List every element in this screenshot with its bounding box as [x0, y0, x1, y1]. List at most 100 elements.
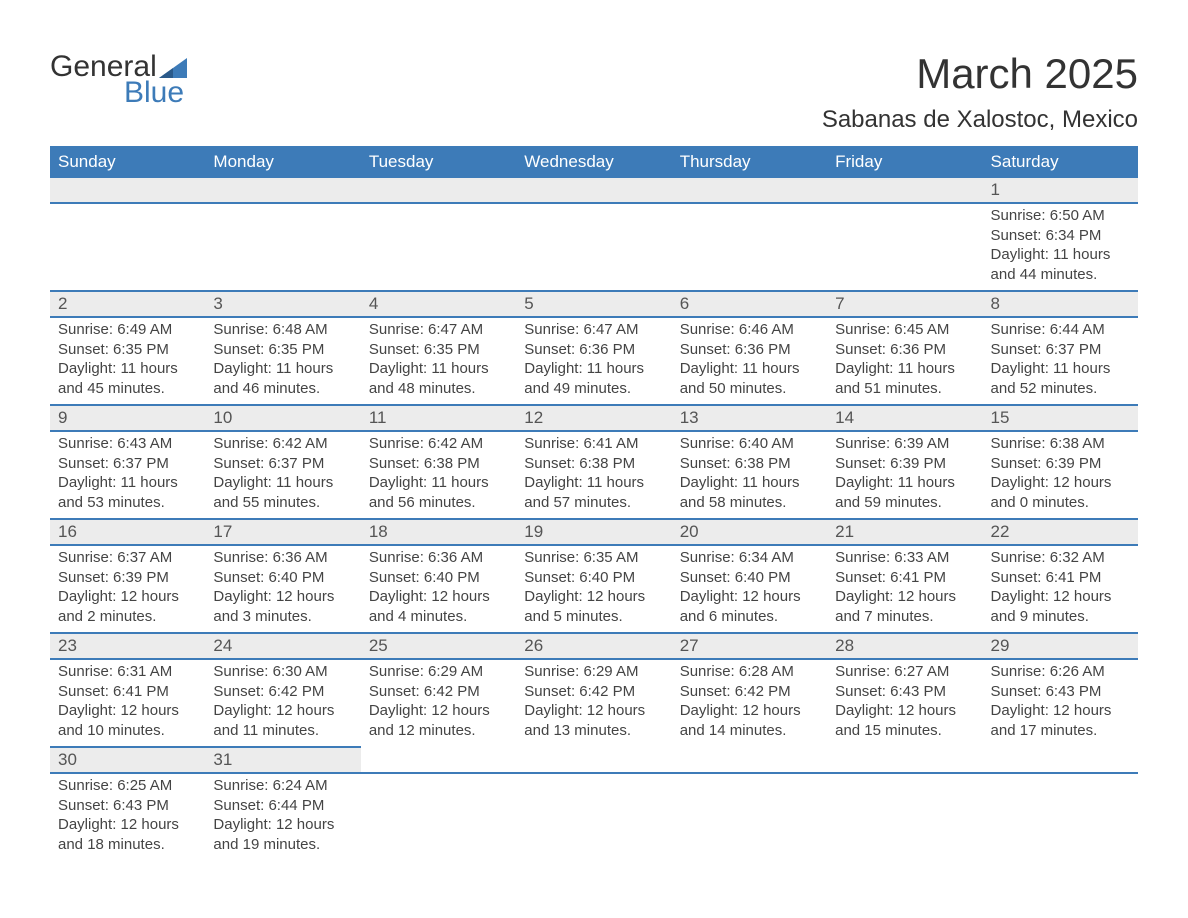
detail-row: Sunrise: 6:31 AMSunset: 6:41 PMDaylight:… [50, 659, 1138, 747]
day-detail-cell [983, 773, 1138, 860]
day-number-cell: 3 [205, 291, 360, 317]
day-detail-cell: Sunrise: 6:42 AMSunset: 6:37 PMDaylight:… [205, 431, 360, 519]
day-number-cell: 30 [50, 747, 205, 773]
col-friday: Friday [827, 146, 982, 178]
day-number: 15 [991, 408, 1010, 427]
day-number: 25 [369, 636, 388, 655]
day-detail-cell: Sunrise: 6:46 AMSunset: 6:36 PMDaylight:… [672, 317, 827, 405]
day-number: 24 [213, 636, 232, 655]
day-d2: and 13 minutes. [524, 721, 663, 741]
day-number: 11 [369, 408, 387, 427]
day-sr: Sunrise: 6:49 AM [58, 320, 197, 340]
day-d2: and 7 minutes. [835, 607, 974, 627]
day-d2: and 49 minutes. [524, 379, 663, 399]
daynum-row: 9101112131415 [50, 405, 1138, 431]
day-d1: Daylight: 11 hours [213, 359, 352, 379]
day-sr: Sunrise: 6:50 AM [991, 206, 1130, 226]
detail-row: Sunrise: 6:25 AMSunset: 6:43 PMDaylight:… [50, 773, 1138, 860]
day-ss: Sunset: 6:40 PM [524, 568, 663, 588]
day-sr: Sunrise: 6:36 AM [213, 548, 352, 568]
day-detail-cell: Sunrise: 6:44 AMSunset: 6:37 PMDaylight:… [983, 317, 1138, 405]
day-ss: Sunset: 6:35 PM [58, 340, 197, 360]
day-detail-cell [827, 773, 982, 860]
daynum-row: 2345678 [50, 291, 1138, 317]
day-d1: Daylight: 12 hours [524, 587, 663, 607]
day-d1: Daylight: 11 hours [991, 359, 1130, 379]
day-detail-cell [672, 203, 827, 291]
day-d1: Daylight: 12 hours [369, 587, 508, 607]
day-sr: Sunrise: 6:29 AM [524, 662, 663, 682]
day-d1: Daylight: 12 hours [58, 815, 197, 835]
col-saturday: Saturday [983, 146, 1138, 178]
day-detail-cell: Sunrise: 6:35 AMSunset: 6:40 PMDaylight:… [516, 545, 671, 633]
day-sr: Sunrise: 6:44 AM [991, 320, 1130, 340]
day-number-cell [827, 747, 982, 773]
detail-row: Sunrise: 6:37 AMSunset: 6:39 PMDaylight:… [50, 545, 1138, 633]
day-number-cell: 22 [983, 519, 1138, 545]
day-number-cell: 8 [983, 291, 1138, 317]
day-sr: Sunrise: 6:38 AM [991, 434, 1130, 454]
day-sr: Sunrise: 6:37 AM [58, 548, 197, 568]
day-sr: Sunrise: 6:35 AM [524, 548, 663, 568]
day-number-cell: 27 [672, 633, 827, 659]
day-d2: and 0 minutes. [991, 493, 1130, 513]
day-d2: and 5 minutes. [524, 607, 663, 627]
day-d2: and 50 minutes. [680, 379, 819, 399]
day-sr: Sunrise: 6:48 AM [213, 320, 352, 340]
detail-row: Sunrise: 6:49 AMSunset: 6:35 PMDaylight:… [50, 317, 1138, 405]
day-number-cell: 24 [205, 633, 360, 659]
day-ss: Sunset: 6:41 PM [58, 682, 197, 702]
day-number-cell [672, 178, 827, 203]
day-sr: Sunrise: 6:32 AM [991, 548, 1130, 568]
day-d1: Daylight: 11 hours [524, 359, 663, 379]
day-number: 3 [213, 294, 222, 313]
day-d1: Daylight: 11 hours [680, 473, 819, 493]
day-detail-cell [205, 203, 360, 291]
day-ss: Sunset: 6:42 PM [213, 682, 352, 702]
day-ss: Sunset: 6:44 PM [213, 796, 352, 816]
day-d2: and 52 minutes. [991, 379, 1130, 399]
day-number: 7 [835, 294, 844, 313]
day-ss: Sunset: 6:42 PM [524, 682, 663, 702]
day-number: 1 [991, 180, 1000, 199]
day-ss: Sunset: 6:42 PM [369, 682, 508, 702]
day-ss: Sunset: 6:41 PM [991, 568, 1130, 588]
logo-text-blue: Blue [124, 76, 187, 110]
day-detail-cell: Sunrise: 6:31 AMSunset: 6:41 PMDaylight:… [50, 659, 205, 747]
day-number-cell: 7 [827, 291, 982, 317]
day-number-cell: 6 [672, 291, 827, 317]
day-ss: Sunset: 6:35 PM [369, 340, 508, 360]
day-sr: Sunrise: 6:27 AM [835, 662, 974, 682]
day-detail-cell: Sunrise: 6:34 AMSunset: 6:40 PMDaylight:… [672, 545, 827, 633]
day-number: 23 [58, 636, 77, 655]
day-number-cell [205, 178, 360, 203]
day-number: 9 [58, 408, 67, 427]
calendar-header-row: Sunday Monday Tuesday Wednesday Thursday… [50, 146, 1138, 178]
day-number-cell [50, 178, 205, 203]
day-d1: Daylight: 12 hours [835, 587, 974, 607]
day-d2: and 45 minutes. [58, 379, 197, 399]
day-number-cell: 25 [361, 633, 516, 659]
day-d2: and 4 minutes. [369, 607, 508, 627]
day-ss: Sunset: 6:41 PM [835, 568, 974, 588]
logo: General Blue [50, 50, 187, 110]
day-number: 6 [680, 294, 689, 313]
day-ss: Sunset: 6:37 PM [58, 454, 197, 474]
day-ss: Sunset: 6:39 PM [58, 568, 197, 588]
day-d1: Daylight: 11 hours [369, 359, 508, 379]
day-number-cell [361, 178, 516, 203]
day-number: 12 [524, 408, 543, 427]
daynum-row: 23242526272829 [50, 633, 1138, 659]
day-detail-cell: Sunrise: 6:48 AMSunset: 6:35 PMDaylight:… [205, 317, 360, 405]
day-d1: Daylight: 12 hours [680, 587, 819, 607]
day-ss: Sunset: 6:36 PM [835, 340, 974, 360]
day-detail-cell: Sunrise: 6:39 AMSunset: 6:39 PMDaylight:… [827, 431, 982, 519]
day-sr: Sunrise: 6:36 AM [369, 548, 508, 568]
daynum-row: 16171819202122 [50, 519, 1138, 545]
day-d1: Daylight: 12 hours [58, 587, 197, 607]
col-wednesday: Wednesday [516, 146, 671, 178]
day-sr: Sunrise: 6:40 AM [680, 434, 819, 454]
day-number-cell: 31 [205, 747, 360, 773]
day-d1: Daylight: 11 hours [58, 359, 197, 379]
day-sr: Sunrise: 6:26 AM [991, 662, 1130, 682]
